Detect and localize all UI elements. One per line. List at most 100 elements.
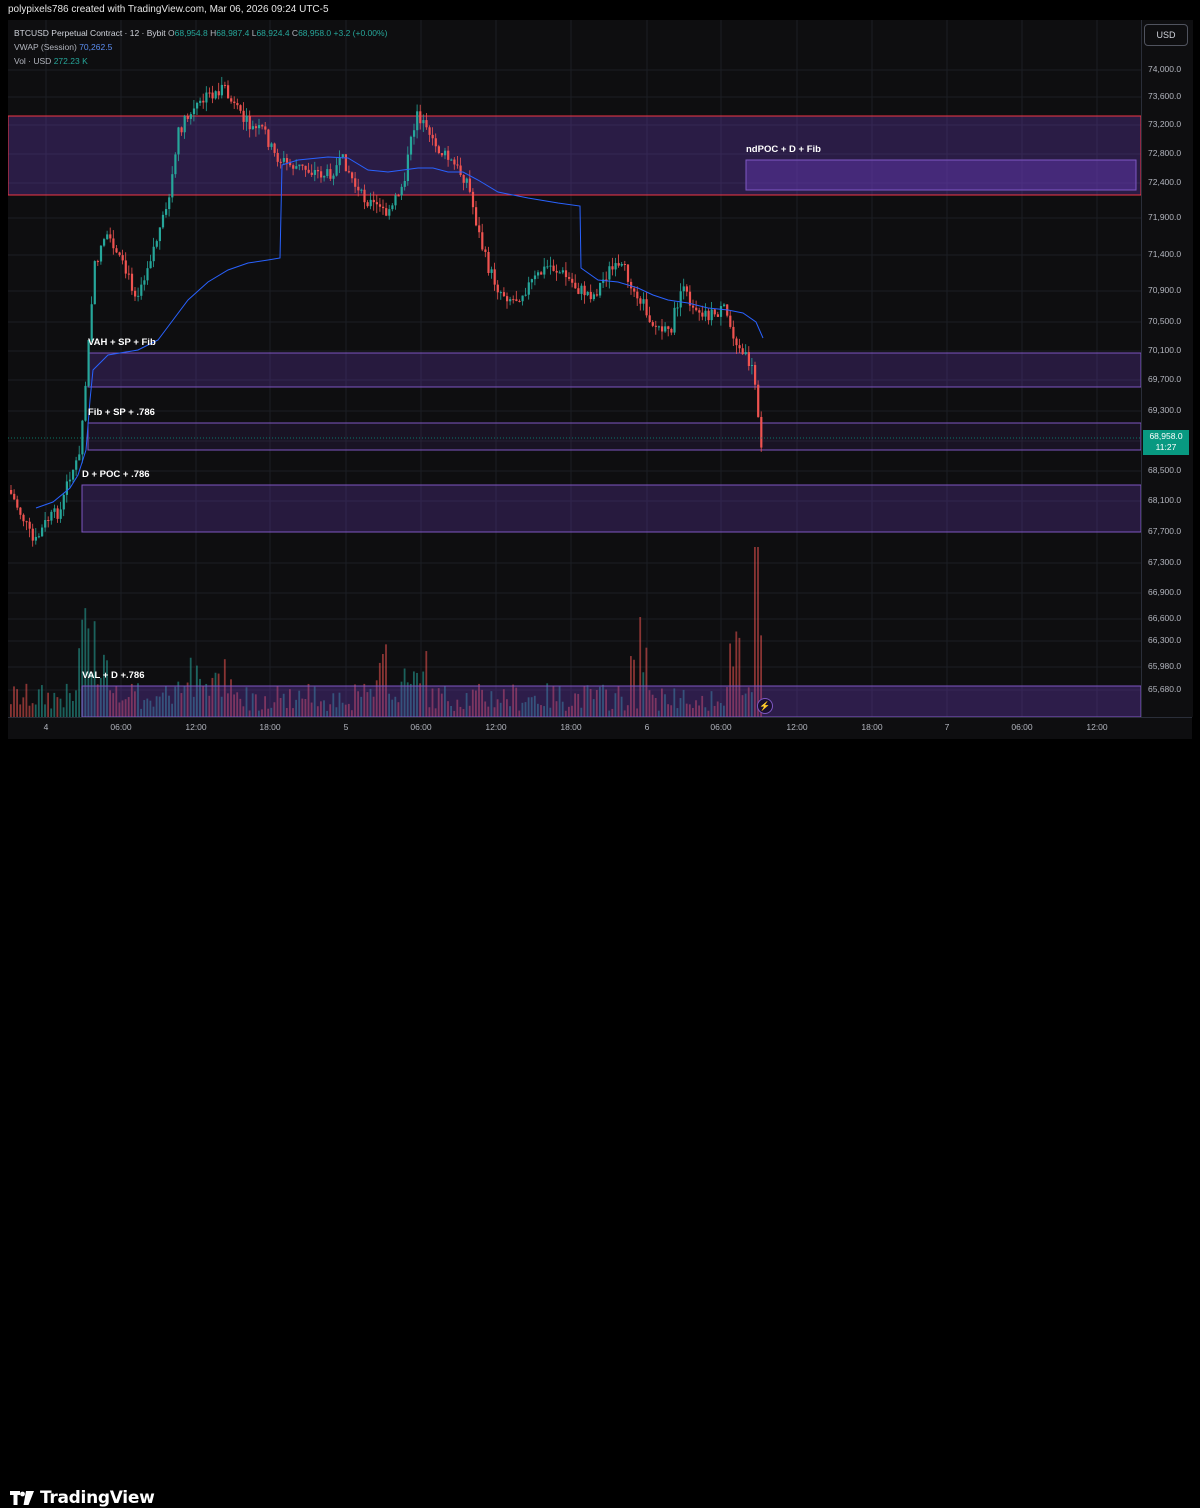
volume-bar: [471, 689, 474, 717]
chart-canvas[interactable]: [8, 20, 1141, 717]
volume-bar: [307, 683, 310, 717]
change-value: +3.2 (+0.00%): [333, 28, 388, 38]
zone-label-vah[interactable]: VAH + SP + Fib: [88, 337, 156, 348]
candle-body: [301, 164, 304, 166]
candle-body: [211, 92, 214, 99]
candle-body: [636, 291, 639, 299]
time-tick-label: 7: [944, 722, 950, 732]
candle-body: [744, 352, 747, 355]
volume-bar: [654, 697, 657, 717]
candle-body: [592, 294, 595, 300]
ndpoc-zone[interactable]: [745, 159, 1137, 191]
volume-bar: [96, 684, 99, 717]
volume-bar: [633, 659, 635, 717]
volume-bar: [168, 695, 170, 717]
candle-body: [329, 169, 332, 179]
val-zone[interactable]: [81, 685, 1141, 717]
volume-bar: [289, 689, 291, 717]
candle-body: [130, 273, 134, 291]
candle-body: [692, 305, 695, 308]
candle-body: [543, 266, 546, 275]
candle-body: [757, 384, 760, 417]
candle-body: [152, 246, 155, 262]
volume-bar: [329, 704, 332, 717]
candle-body: [261, 125, 264, 127]
low-label: L: [251, 28, 257, 38]
zone-label-ndpoc[interactable]: ndPOC + D + Fib: [746, 144, 821, 155]
lightning-icon[interactable]: ⚡: [757, 698, 773, 714]
candle-body: [189, 114, 192, 119]
resistance-zone[interactable]: [8, 115, 1141, 196]
candle-body: [323, 176, 326, 178]
volume-bar: [589, 688, 592, 717]
volume-bar: [543, 706, 545, 717]
volume-bar: [428, 707, 431, 717]
volume-bar: [382, 653, 384, 717]
volume-bar: [440, 693, 443, 717]
candle-body: [161, 214, 165, 228]
volume-label[interactable]: Vol · USD: [14, 56, 52, 66]
volume-bar: [279, 697, 282, 717]
candle-body: [434, 138, 437, 147]
candle-body: [307, 169, 310, 173]
zone-label-val[interactable]: VAL + D +.786: [82, 670, 145, 681]
poc-zone[interactable]: [81, 484, 1141, 533]
volume-bar: [109, 690, 111, 717]
price-axis[interactable]: 74,000.0 73,600.0 73,200.0 72,800.0 72,400.0…: [1141, 20, 1193, 717]
candle-body: [196, 102, 199, 109]
zone-label-fib[interactable]: Fib + SP + .786: [88, 407, 155, 418]
currency-button[interactable]: USD: [1144, 24, 1188, 46]
candle-body: [710, 309, 713, 321]
volume-bar: [28, 705, 31, 717]
volume-bar: [16, 689, 18, 717]
last-price-value: 68,958.0: [1149, 431, 1183, 441]
symbol-title[interactable]: BTCUSD Perpetual Contract · 12 · Bybit: [14, 28, 166, 38]
vwap-label[interactable]: VWAP (Session): [14, 42, 77, 52]
legend-vwap-row[interactable]: VWAP (Session) 70,262.5: [14, 40, 387, 54]
price-tick-label: 69,700.0: [1148, 374, 1182, 384]
vah-zone[interactable]: [87, 352, 1141, 388]
volume-bar: [112, 693, 115, 717]
tradingview-logo[interactable]: TradingView: [10, 1488, 155, 1508]
candle-body: [608, 266, 611, 280]
volume-bar: [453, 710, 456, 717]
candle-body: [623, 263, 626, 265]
volume-bar: [568, 706, 570, 717]
close-value: 68,958.0: [298, 28, 332, 38]
candle-body: [657, 326, 661, 328]
zone-label-poc[interactable]: D + POC + .786: [82, 469, 150, 480]
candle-body: [403, 180, 406, 187]
volume-bar: [726, 687, 728, 717]
volume-bar: [264, 696, 266, 717]
legend-symbol-row[interactable]: BTCUSD Perpetual Contract · 12 · Bybit O…: [14, 26, 387, 40]
volume-bar: [698, 705, 700, 717]
chart-pane[interactable]: BTCUSD Perpetual Contract · 12 · Bybit O…: [8, 20, 1141, 717]
candle-body: [530, 279, 533, 283]
candle-body: [22, 514, 25, 522]
volume-bar: [270, 707, 273, 717]
candle-body: [174, 154, 177, 175]
volume-bar: [81, 619, 84, 717]
volume-bar: [444, 685, 446, 717]
candle-body: [667, 326, 670, 329]
volume-bar: [180, 693, 183, 717]
candle-body: [75, 460, 78, 470]
volume-bar: [760, 635, 762, 717]
candle-body: [81, 420, 84, 455]
candle-body: [571, 278, 574, 283]
volume-bar: [372, 696, 375, 717]
high-label: H: [210, 28, 217, 38]
volume-bar: [292, 708, 294, 717]
time-axis[interactable]: 4 06:00 12:00 18:00 5 06:00 12:00 18:00 6 06:00 12…: [8, 717, 1192, 740]
volume-bar: [673, 688, 676, 717]
candle-body: [180, 127, 183, 133]
volume-bar: [152, 706, 155, 717]
legend-volume-row[interactable]: Vol · USD 272.23 K: [14, 54, 387, 68]
fib-zone[interactable]: [87, 422, 1141, 451]
candle-body: [239, 105, 242, 111]
time-tick-label: 12:00: [485, 722, 507, 732]
candle-body: [87, 340, 90, 386]
candle-body: [633, 288, 636, 292]
candle-body: [630, 281, 633, 289]
volume-bar: [388, 693, 390, 717]
